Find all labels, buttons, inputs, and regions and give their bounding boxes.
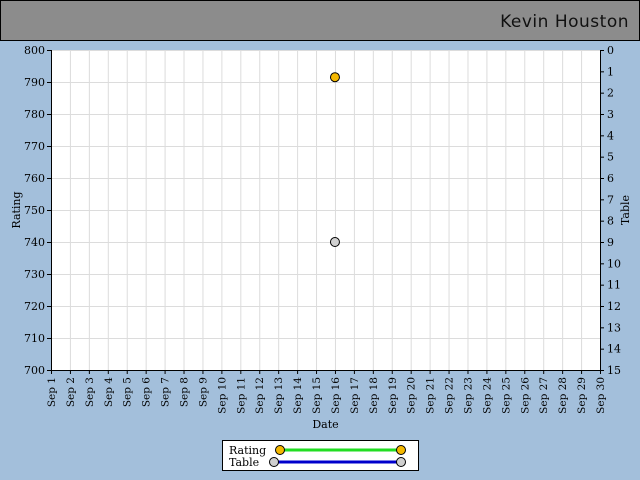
legend-label-rating: Rating [229, 444, 266, 457]
x-tick-label: Sep 4 [103, 377, 115, 407]
x-tick-label: Sep 9 [197, 377, 209, 407]
x-tick-label: Sep 2 [65, 377, 77, 407]
x-tick-label: Sep 27 [538, 377, 550, 414]
y-tick-label-right: 1 [607, 65, 614, 78]
y-tick-label-left: 740 [24, 236, 45, 249]
y-tick-label-right: 14 [607, 343, 621, 356]
x-tick-label: Sep 21 [425, 377, 437, 414]
y-tick-label-right: 2 [607, 87, 614, 100]
y-tick-label-right: 4 [607, 129, 614, 142]
y-axis-title-left: Rating [10, 191, 23, 228]
y-tick-label-right: 7 [607, 193, 614, 206]
y-tick-label-left: 700 [24, 364, 45, 377]
y-tick-label-right: 10 [607, 257, 621, 270]
x-tick-label: Sep 5 [122, 377, 134, 407]
x-tick-label: Sep 25 [500, 377, 512, 414]
x-tick-label: Sep 23 [462, 377, 474, 414]
x-tick-label: Sep 8 [179, 377, 191, 407]
y-tick-label-right: 11 [607, 279, 621, 292]
y-tick-label-right: 8 [607, 215, 614, 228]
x-tick-label: Sep 29 [576, 377, 588, 414]
player-name: Kevin Houston [500, 12, 629, 32]
x-tick-label: Sep 24 [481, 377, 493, 414]
rating-chart: 8007907807707607507407307207107000123456… [10, 44, 632, 471]
x-tick-label: Sep 28 [557, 377, 569, 414]
y-axis-title-right: Table [619, 195, 632, 225]
y-tick-label-right: 0 [607, 44, 614, 57]
x-tick-label: Sep 20 [406, 377, 418, 414]
y-tick-label-left: 750 [24, 204, 45, 217]
legend-box [222, 440, 419, 471]
x-tick-label: Sep 6 [141, 377, 153, 407]
y-tick-label-right: 5 [607, 151, 614, 164]
x-tick-label: Sep 19 [387, 377, 399, 414]
data-point-rating [329, 72, 340, 83]
x-tick-label: Sep 14 [292, 377, 304, 414]
y-tick-label-right: 6 [607, 172, 614, 185]
x-tick-label: Sep 30 [595, 377, 607, 414]
y-tick-label-right: 9 [607, 236, 614, 249]
x-tick-label: Sep 17 [349, 377, 361, 414]
y-tick-label-right: 13 [607, 321, 621, 334]
y-tick-label-right: 15 [607, 364, 621, 377]
x-tick-label: Sep 16 [330, 377, 342, 414]
y-tick-label-left: 770 [24, 140, 45, 153]
y-tick-label-left: 790 [24, 76, 45, 89]
y-tick-label-right: 12 [607, 300, 621, 313]
y-tick-label-left: 710 [24, 332, 45, 345]
y-tick-label-left: 720 [24, 300, 45, 313]
x-tick-label: Sep 13 [273, 377, 285, 414]
x-tick-label: Sep 15 [311, 377, 323, 414]
x-tick-label: Sep 7 [160, 377, 172, 407]
x-tick-label: Sep 11 [235, 377, 247, 414]
data-point-table [329, 237, 340, 247]
legend-marker-table [269, 457, 279, 467]
y-tick-label-left: 730 [24, 268, 45, 281]
legend-marker-table [396, 457, 406, 467]
x-tick-label: Sep 1 [46, 377, 58, 407]
x-axis-title: Date [312, 418, 338, 431]
legend-label-table: Table [229, 456, 259, 469]
legend-marker-rating [275, 445, 285, 455]
x-tick-label: Sep 18 [368, 377, 380, 414]
y-tick-label-left: 780 [24, 108, 45, 121]
x-tick-label: Sep 22 [444, 377, 456, 414]
header-bar: Kevin Houston [0, 0, 640, 41]
y-tick-label-left: 800 [24, 44, 45, 57]
x-tick-label: Sep 3 [84, 377, 96, 407]
legend-marker-rating [396, 445, 406, 455]
y-tick-label-left: 760 [24, 172, 45, 185]
x-tick-label: Sep 10 [216, 377, 228, 414]
x-tick-label: Sep 26 [519, 377, 531, 414]
y-tick-label-right: 3 [607, 108, 614, 121]
x-tick-label: Sep 12 [254, 377, 266, 414]
